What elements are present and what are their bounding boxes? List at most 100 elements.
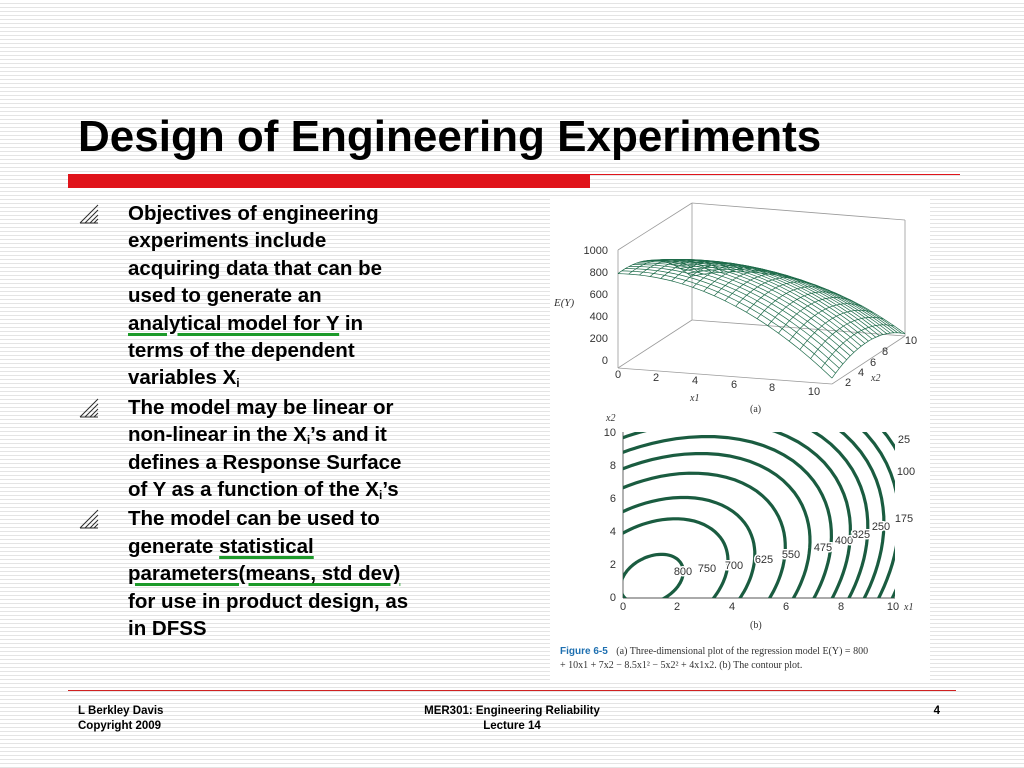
contour-lines bbox=[623, 432, 895, 598]
contour-line bbox=[623, 552, 685, 598]
surface-mesh-line bbox=[703, 267, 777, 292]
contour-label: 400 bbox=[835, 535, 853, 547]
bullet-item-objectives: Objectives of engineering experiments in… bbox=[78, 200, 498, 392]
contour-y-tick: 2 bbox=[610, 559, 616, 571]
subscript: i bbox=[306, 433, 311, 448]
bullet-item-statistics: The model can be used to generate statis… bbox=[78, 505, 498, 642]
surface-mesh-line bbox=[669, 260, 884, 335]
z-tick: 400 bbox=[590, 311, 608, 323]
contour-x-axis-label: x1 bbox=[903, 602, 913, 613]
bullet-line: Objectives of engineering bbox=[128, 202, 379, 225]
bullet-text: ’s bbox=[382, 478, 399, 502]
surface-mesh-line bbox=[810, 316, 884, 359]
title-rule-red-bar bbox=[68, 174, 590, 188]
bullet-line: terms of the dependent bbox=[128, 339, 355, 363]
contour-label: 250 bbox=[872, 521, 890, 533]
bullet-icon bbox=[79, 204, 99, 224]
bullet-line: used to generate an bbox=[128, 284, 322, 308]
bullet-text: ’s and it bbox=[310, 423, 387, 447]
contour-line bbox=[881, 432, 895, 598]
x1-tick: 4 bbox=[692, 375, 698, 387]
contour-x-tick: 8 bbox=[838, 601, 844, 613]
subscript: i bbox=[236, 376, 240, 391]
x2-tick: 6 bbox=[870, 357, 876, 369]
bullet-line: for use in product design, as bbox=[128, 589, 409, 613]
contour-label: 475 bbox=[814, 542, 832, 554]
bullet-text: generate bbox=[128, 534, 220, 558]
surface-mesh-line bbox=[724, 273, 799, 302]
z-tick: 1000 bbox=[584, 245, 608, 257]
bullet-text: in bbox=[339, 311, 364, 335]
contour-x-tick: 10 bbox=[887, 601, 899, 613]
contour-y-tick: 0 bbox=[610, 592, 616, 604]
footer-author: L Berkley Davis bbox=[78, 705, 164, 717]
x2-tick: 2 bbox=[845, 377, 851, 389]
contour-x-tick: 4 bbox=[729, 601, 735, 613]
x1-tick: 10 bbox=[808, 386, 820, 398]
bullet-line: defines a Response Surface bbox=[128, 450, 402, 474]
contour-x-tick: 0 bbox=[620, 601, 626, 613]
z-tick: 0 bbox=[602, 355, 608, 367]
contour-x-tick: 2 bbox=[674, 601, 680, 613]
footer-page-number: 4 bbox=[933, 705, 940, 717]
surface-mesh bbox=[617, 258, 906, 379]
regression-figure: E(Y) 1000 800 600 400 200 0 0 2 4 6 8 10… bbox=[550, 198, 930, 680]
x2-tick: 8 bbox=[882, 346, 888, 358]
title-rule-thin-line bbox=[590, 174, 960, 175]
surface-mesh-line bbox=[735, 277, 809, 307]
contour-line bbox=[623, 517, 730, 598]
contour-line bbox=[623, 452, 812, 598]
x1-tick: 8 bbox=[769, 382, 775, 394]
footer-rule bbox=[68, 690, 956, 691]
x1-tick: 6 bbox=[731, 379, 737, 391]
contour-line bbox=[861, 432, 895, 598]
surface-mesh-line bbox=[681, 262, 756, 285]
bullet-text: of Y as a function of the X bbox=[128, 478, 379, 502]
surface-mesh-line bbox=[628, 259, 702, 275]
contour-x-tick: 6 bbox=[783, 601, 789, 613]
footer-course: MER301: Engineering Reliability bbox=[424, 705, 600, 717]
surface-mesh-line bbox=[788, 303, 863, 342]
surface-mesh-line bbox=[778, 297, 852, 334]
z-tick: 200 bbox=[590, 333, 608, 345]
contour-y-tick: 10 bbox=[604, 427, 616, 439]
contour-label: 800 bbox=[674, 566, 692, 578]
x2-tick: 4 bbox=[858, 367, 864, 379]
contour-label: 325 bbox=[852, 529, 870, 541]
figure-caption-label: Figure 6-5 bbox=[560, 646, 608, 657]
bullet-line: experiments include bbox=[128, 229, 327, 253]
subscript: i bbox=[378, 488, 383, 503]
underlined-phrase: statistical bbox=[219, 534, 314, 558]
x1-tick: 0 bbox=[615, 369, 621, 381]
z-tick: 600 bbox=[590, 289, 608, 301]
figure-caption-text: (a) Three-dimensional plot of the regres… bbox=[616, 646, 868, 657]
surface-mesh-line bbox=[617, 259, 692, 277]
surface-mesh-line bbox=[746, 281, 820, 313]
x2-tick: 10 bbox=[905, 335, 917, 347]
contour-label: 25 bbox=[898, 434, 910, 446]
underlined-phrase: parameters(means, std dev) bbox=[128, 562, 401, 586]
x2-axis-label: x2 bbox=[870, 373, 880, 384]
bullet-list: Objectives of engineering experiments in… bbox=[78, 200, 498, 645]
bullet-line: The model may be linear or bbox=[128, 395, 394, 419]
underlined-phrase: analytical model for Y bbox=[128, 311, 340, 335]
bullet-line: The model can be used to bbox=[128, 507, 380, 531]
surface-mesh-line bbox=[617, 273, 833, 379]
bullet-text: variables X bbox=[128, 366, 237, 390]
slide-title: Design of Engineering Experiments bbox=[78, 112, 822, 161]
bullet-line: in DFSS bbox=[128, 617, 207, 641]
contour-label: 100 bbox=[897, 466, 915, 478]
z-tick: 800 bbox=[590, 267, 608, 279]
figure-svg: E(Y) 1000 800 600 400 200 0 0 2 4 6 8 10… bbox=[553, 202, 917, 671]
bullet-item-model: The model may be linear or non-linear in… bbox=[78, 394, 498, 504]
surface-mesh-line bbox=[714, 270, 788, 297]
figure-caption-line2: + 10x1 + 7x2 − 8.5x1² − 5x2² + 4x1x2. (b… bbox=[560, 660, 802, 671]
footer-lecture: Lecture 14 bbox=[483, 720, 541, 732]
contour-label: 750 bbox=[698, 563, 716, 575]
contour-y-axis-label: x2 bbox=[605, 413, 615, 424]
surface-mesh-line bbox=[639, 258, 713, 276]
footer-center: MER301: Engineering Reliability Lecture … bbox=[400, 704, 624, 734]
contour-y-tick: 4 bbox=[610, 526, 616, 538]
x1-tick: 2 bbox=[653, 372, 659, 384]
contour-y-tick: 6 bbox=[610, 493, 616, 505]
